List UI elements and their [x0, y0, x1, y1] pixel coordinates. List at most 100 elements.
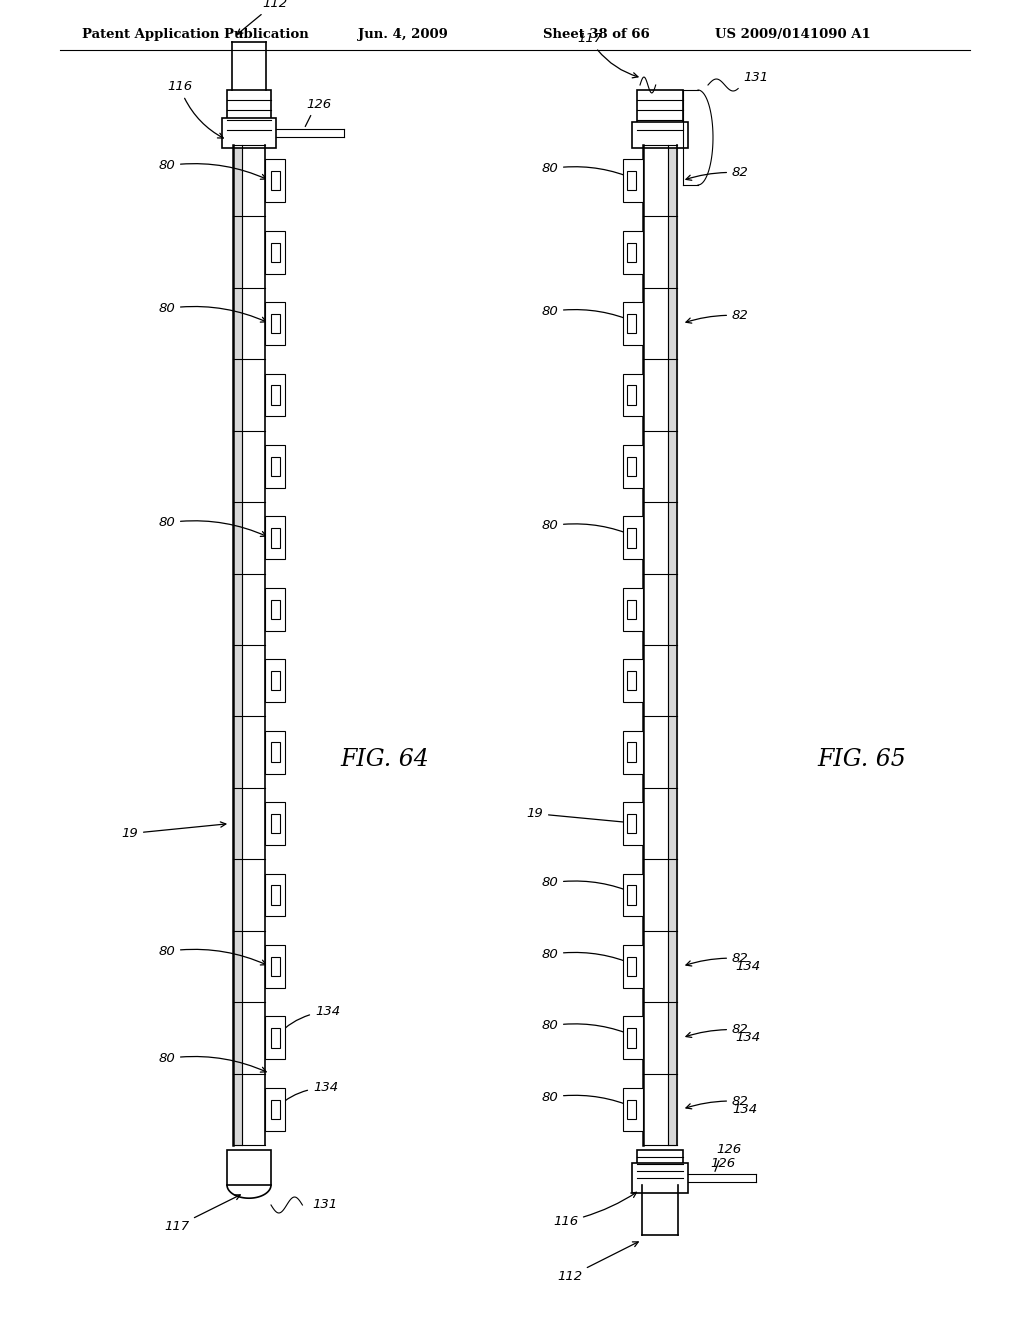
- Text: 82: 82: [686, 1094, 749, 1109]
- Text: Patent Application Publication: Patent Application Publication: [82, 28, 309, 41]
- Bar: [627, 742, 636, 762]
- Bar: [623, 803, 643, 845]
- Text: 112: 112: [557, 1242, 638, 1283]
- Text: 80: 80: [159, 160, 266, 180]
- Bar: [271, 1100, 280, 1119]
- Text: 80: 80: [542, 1019, 634, 1036]
- Bar: [227, 1150, 271, 1185]
- Bar: [271, 814, 280, 833]
- Text: 131: 131: [312, 1199, 338, 1212]
- Text: 134: 134: [735, 1031, 760, 1044]
- Bar: [271, 886, 280, 904]
- Text: 80: 80: [159, 945, 266, 965]
- Bar: [623, 160, 643, 202]
- Bar: [271, 457, 280, 477]
- Bar: [627, 243, 636, 261]
- Text: Jun. 4, 2009: Jun. 4, 2009: [358, 28, 447, 41]
- Text: 134: 134: [278, 1005, 340, 1035]
- Bar: [632, 1163, 688, 1193]
- Bar: [265, 874, 285, 916]
- Bar: [265, 302, 285, 345]
- Text: 134: 134: [732, 1102, 757, 1115]
- Bar: [627, 385, 636, 405]
- Text: 80: 80: [159, 302, 266, 322]
- Bar: [265, 445, 285, 488]
- Text: 82: 82: [686, 1023, 749, 1038]
- Bar: [623, 659, 643, 702]
- Bar: [265, 516, 285, 560]
- Text: 82: 82: [686, 952, 749, 966]
- Bar: [265, 731, 285, 774]
- Text: 80: 80: [159, 516, 266, 536]
- Text: 131: 131: [743, 70, 768, 83]
- Text: FIG. 65: FIG. 65: [817, 748, 906, 771]
- Bar: [265, 231, 285, 273]
- Bar: [627, 1028, 636, 1048]
- Text: 116: 116: [167, 81, 223, 139]
- Bar: [271, 1028, 280, 1048]
- Text: 80: 80: [542, 162, 634, 180]
- Bar: [271, 172, 280, 190]
- Bar: [271, 528, 280, 548]
- Bar: [265, 374, 285, 416]
- Bar: [271, 243, 280, 261]
- Text: 80: 80: [542, 305, 634, 322]
- Bar: [271, 385, 280, 405]
- Text: 117: 117: [164, 1195, 241, 1233]
- Bar: [627, 172, 636, 190]
- Text: Sheet 38 of 66: Sheet 38 of 66: [543, 28, 650, 41]
- Bar: [623, 945, 643, 987]
- Text: 112: 112: [238, 0, 287, 34]
- Text: 134: 134: [279, 1081, 338, 1106]
- Bar: [623, 587, 643, 631]
- Text: 80: 80: [542, 1090, 634, 1107]
- Bar: [623, 1088, 643, 1131]
- Text: US 2009/0141090 A1: US 2009/0141090 A1: [715, 28, 870, 41]
- Bar: [265, 803, 285, 845]
- Bar: [627, 957, 636, 975]
- Bar: [637, 90, 683, 140]
- Text: 80: 80: [542, 876, 634, 894]
- Bar: [627, 1100, 636, 1119]
- Bar: [627, 599, 636, 619]
- Text: 116: 116: [553, 1192, 637, 1228]
- Bar: [627, 814, 636, 833]
- Bar: [637, 1150, 683, 1185]
- Bar: [271, 599, 280, 619]
- Bar: [623, 516, 643, 560]
- Bar: [623, 1016, 643, 1059]
- Text: 80: 80: [159, 1052, 266, 1072]
- Text: 126: 126: [716, 1143, 741, 1156]
- Bar: [271, 314, 280, 333]
- Bar: [271, 742, 280, 762]
- Text: 126: 126: [710, 1158, 735, 1170]
- Bar: [265, 1016, 285, 1059]
- Bar: [227, 90, 271, 140]
- Bar: [627, 314, 636, 333]
- Bar: [623, 302, 643, 345]
- Bar: [265, 160, 285, 202]
- Text: 134: 134: [735, 960, 760, 973]
- Text: 80: 80: [542, 948, 634, 965]
- Bar: [265, 659, 285, 702]
- Bar: [632, 121, 688, 148]
- Bar: [623, 731, 643, 774]
- Bar: [265, 945, 285, 987]
- Bar: [627, 886, 636, 904]
- Bar: [222, 117, 276, 148]
- Bar: [623, 374, 643, 416]
- Bar: [271, 957, 280, 975]
- Text: 117: 117: [577, 32, 638, 78]
- Bar: [627, 457, 636, 477]
- Text: FIG. 64: FIG. 64: [341, 748, 429, 771]
- Bar: [627, 528, 636, 548]
- Text: 80: 80: [542, 519, 634, 536]
- Text: 19: 19: [121, 822, 226, 840]
- Text: 19: 19: [526, 807, 636, 825]
- Text: 82: 82: [686, 166, 749, 181]
- Text: 126: 126: [306, 98, 331, 111]
- Text: 82: 82: [686, 309, 749, 323]
- Bar: [623, 445, 643, 488]
- Bar: [265, 587, 285, 631]
- Bar: [623, 231, 643, 273]
